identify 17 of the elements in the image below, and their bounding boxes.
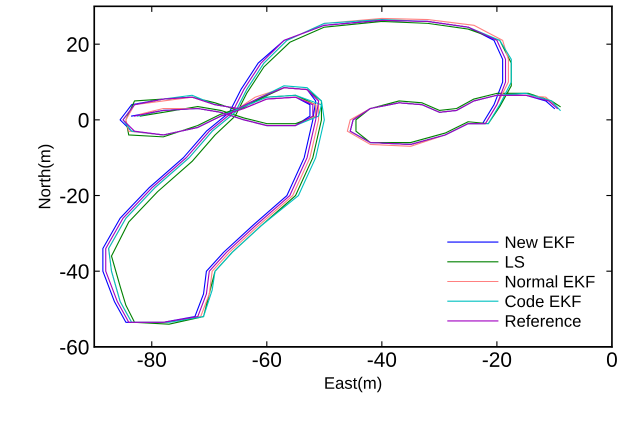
legend-label: LS (506, 256, 524, 268)
legend-label: New EKF (506, 236, 574, 248)
y-tick-label: 20 (67, 37, 89, 52)
x-tick-label: -80 (138, 352, 166, 368)
legend-label: Code EKF (505, 294, 581, 308)
y-tick-label: -60 (60, 340, 89, 355)
x-axis-title: East(m) (325, 376, 382, 392)
y-tick-label: -20 (60, 188, 89, 204)
y-tick-label: 0 (78, 112, 89, 128)
legend-label: Normal EKF (506, 275, 595, 288)
y-axis-title: North(m) (38, 144, 54, 208)
x-tick-label: -60 (252, 352, 282, 368)
x-tick-label: -20 (482, 352, 512, 368)
legend-label: Reference (506, 314, 581, 327)
x-tick-label: -40 (368, 352, 396, 368)
y-tick-label: -40 (60, 264, 89, 279)
x-tick-label: 0 (606, 352, 617, 368)
